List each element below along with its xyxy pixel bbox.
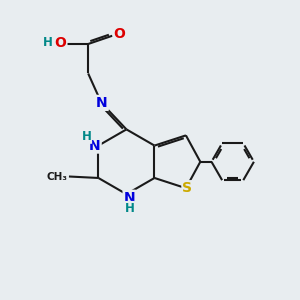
Text: N: N: [124, 191, 135, 205]
Text: O: O: [114, 27, 126, 41]
Text: S: S: [182, 181, 192, 195]
Text: H: H: [124, 202, 134, 214]
Text: N: N: [96, 96, 108, 110]
Text: N: N: [89, 139, 101, 153]
Text: H: H: [43, 36, 53, 49]
Text: O: O: [55, 35, 66, 50]
Text: H: H: [82, 130, 92, 143]
Text: CH₃: CH₃: [46, 172, 67, 182]
